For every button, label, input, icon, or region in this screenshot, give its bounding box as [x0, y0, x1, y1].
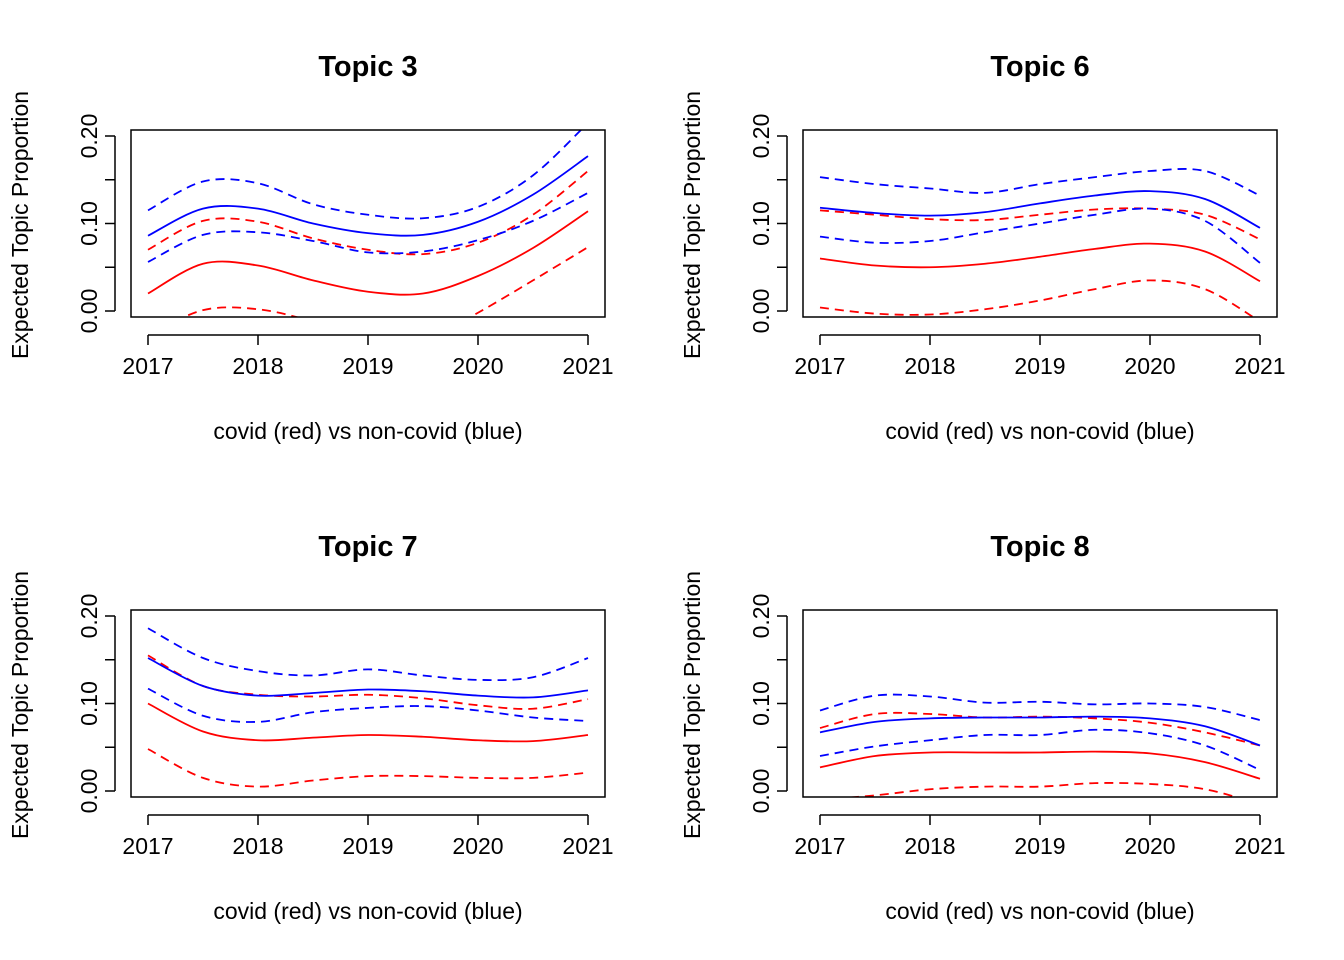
chart-panel-2: Topic 6 2017 2018 2019 2020 2021 0.00 0.10 0.20 c…: [679, 51, 1286, 444]
x-tick-label: 2018: [232, 833, 283, 859]
y-axis-title: Expected Topic Proportion: [679, 91, 705, 359]
y-tick-label: 0.00: [76, 289, 102, 334]
plot-frame: [802, 129, 1278, 318]
non-covid-ci-line: [147, 192, 589, 263]
y-tick-label: 0.10: [748, 681, 774, 726]
chart-title: Topic 8: [990, 531, 1089, 563]
x-tick-label: 2019: [1014, 833, 1065, 859]
x-tick-label: 2020: [452, 353, 503, 379]
plot-frame: [802, 609, 1278, 798]
chart-title: Topic 7: [318, 531, 417, 563]
non-covid-mean-line: [147, 657, 589, 699]
y-tick-label: 0.10: [76, 681, 102, 726]
y-tick-label: 0.00: [76, 769, 102, 814]
covid-ci-line: [147, 654, 589, 710]
covid-mean-line: [819, 242, 1261, 283]
x-tick-label: 2020: [1124, 353, 1175, 379]
non-covid-ci-line: [819, 728, 1261, 771]
x-tick-label: 2017: [794, 353, 845, 379]
x-tick-label: 2021: [562, 353, 613, 379]
x-tick-label: 2021: [1234, 833, 1285, 859]
y-tick-label: 0.00: [748, 769, 774, 814]
chart-panel-4: Topic 8 2017 2018 2019 2020 2021 0.00 0.10 0.20 c…: [679, 531, 1286, 924]
covid-ci-line: [182, 246, 589, 317]
plot-frame: [130, 129, 606, 318]
x-tick-label: 2019: [1014, 353, 1065, 379]
x-axis-title: covid (red) vs non-covid (blue): [213, 418, 522, 444]
y-axis-title: Expected Topic Proportion: [7, 571, 33, 839]
y-tick-label: 0.20: [748, 594, 774, 639]
chart-title: Topic 3: [318, 51, 417, 83]
x-tick-label: 2017: [794, 833, 845, 859]
y-axis-title: Expected Topic Proportion: [679, 571, 705, 839]
chart-title: Topic 6: [990, 51, 1089, 83]
covid-ci-line: [844, 782, 1240, 797]
chart-panel-3: Topic 7 2017 2018 2019 2020 2021 0.00 0.10 0.20 c…: [7, 531, 614, 924]
x-axis-title: covid (red) vs non-covid (blue): [885, 418, 1194, 444]
x-axis-title: covid (red) vs non-covid (blue): [885, 898, 1194, 924]
covid-ci-line: [147, 748, 589, 788]
x-tick-label: 2021: [1234, 353, 1285, 379]
non-covid-mean-line: [147, 155, 589, 237]
x-tick-label: 2021: [562, 833, 613, 859]
x-tick-label: 2017: [122, 833, 173, 859]
x-tick-label: 2017: [122, 353, 173, 379]
y-tick-label: 0.20: [76, 114, 102, 159]
x-tick-label: 2018: [232, 353, 283, 379]
series-group: [147, 130, 589, 317]
x-axis-title: covid (red) vs non-covid (blue): [213, 898, 522, 924]
non-covid-mean-line: [819, 715, 1261, 747]
non-covid-ci-line: [147, 130, 583, 220]
x-tick-label: 2020: [452, 833, 503, 859]
non-covid-ci-line: [819, 168, 1261, 197]
non-covid-ci-line: [147, 627, 589, 682]
y-axis-title: Expected Topic Proportion: [7, 91, 33, 359]
y-tick-label: 0.20: [748, 114, 774, 159]
non-covid-ci-line: [147, 687, 589, 723]
non-covid-ci-line: [819, 693, 1261, 722]
covid-mean-line: [819, 750, 1261, 780]
x-tick-label: 2019: [342, 353, 393, 379]
covid-ci-line: [147, 170, 589, 256]
series-group: [147, 627, 589, 788]
chart-panel-1: Topic 3 2017 2018 2019 2020 2021 0.00 0.10 0.20 c…: [7, 51, 614, 444]
y-tick-label: 0.20: [76, 594, 102, 639]
covid-mean-line: [147, 702, 589, 743]
plot-frame: [130, 609, 606, 798]
x-tick-label: 2018: [904, 353, 955, 379]
non-covid-mean-line: [819, 190, 1261, 229]
non-covid-ci-line: [819, 207, 1261, 264]
x-tick-label: 2018: [904, 833, 955, 859]
y-tick-label: 0.10: [76, 201, 102, 246]
y-tick-label: 0.00: [748, 289, 774, 334]
series-group: [819, 168, 1261, 317]
covid-mean-line: [147, 210, 589, 296]
covid-ci-line: [819, 279, 1255, 317]
y-tick-label: 0.10: [748, 201, 774, 246]
series-group: [819, 693, 1261, 797]
x-tick-label: 2020: [1124, 833, 1175, 859]
x-tick-label: 2019: [342, 833, 393, 859]
